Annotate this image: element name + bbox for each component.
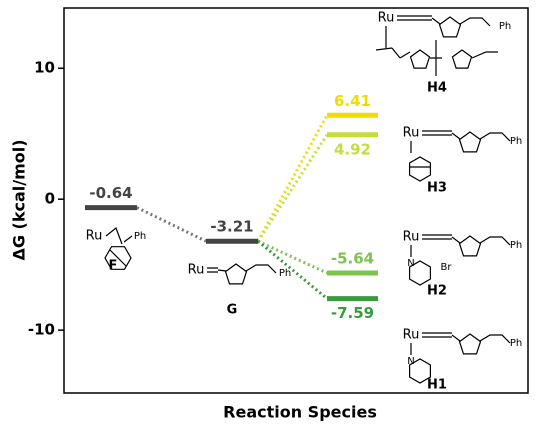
structure-text: Ru (403, 126, 420, 141)
structure-bond (438, 16, 462, 38)
structure-bond (217, 264, 277, 274)
structure-text: Ph (279, 268, 291, 279)
plot-frame (63, 7, 529, 394)
structure-bond (375, 47, 411, 59)
y-tick-label: 0 (45, 190, 55, 208)
value-label: -5.64 (331, 250, 374, 268)
connector (256, 114, 329, 242)
value-label: -3.21 (210, 218, 253, 236)
structure-bond (397, 15, 432, 21)
species-label: H3 (427, 181, 447, 196)
structure-bond (409, 156, 431, 182)
structure-bond (224, 263, 248, 285)
structure-bond (409, 358, 431, 384)
structure-bond (458, 131, 482, 153)
value-label: -7.59 (331, 304, 374, 322)
structure-text: Ru (378, 11, 395, 26)
structure-text: Ru (188, 263, 205, 278)
structure-bond (409, 49, 431, 69)
structure-bond (105, 227, 133, 245)
connector (256, 133, 329, 243)
structure-text: N (407, 356, 414, 367)
connector (136, 206, 207, 243)
species-label: H4 (427, 81, 447, 96)
structure-text: Ph (499, 21, 511, 32)
structure-bond (471, 51, 498, 59)
y-tick-label: -10 (28, 321, 55, 339)
structure-bond (422, 332, 452, 338)
value-label: -0.64 (89, 184, 132, 202)
y-axis-title: ΔG (kcal/mol) (10, 139, 29, 260)
structure-bond (451, 132, 511, 142)
connector (257, 239, 328, 275)
structure-bond (422, 130, 452, 136)
structure-bond (409, 260, 431, 286)
structure-bond (109, 249, 127, 267)
species-label: H2 (427, 284, 447, 299)
structure-bond (451, 334, 511, 344)
structure-bond (207, 267, 218, 273)
species-label: F (109, 259, 118, 274)
value-label: 6.41 (334, 92, 371, 110)
structure-bond (430, 40, 442, 76)
structure-bond (458, 235, 482, 257)
structure-text: Ph (510, 240, 522, 251)
value-label: 4.92 (334, 140, 371, 158)
structure-text: Ph (510, 136, 522, 147)
structure-text: N (407, 258, 414, 269)
species-label: H1 (427, 378, 447, 393)
structure-bond (422, 234, 452, 240)
structure-text: Ru (86, 229, 103, 244)
x-axis-title: Reaction Species (223, 403, 377, 422)
structure-text: Ru (403, 328, 420, 343)
structure-bond (104, 246, 132, 270)
species-label: G (227, 303, 238, 318)
structure-bond (431, 17, 491, 27)
structure-text: Ph (510, 338, 522, 349)
structure-bond (451, 49, 473, 69)
y-tick-label: 10 (34, 59, 55, 77)
structure-text: Br (441, 262, 453, 273)
structure-text: Ph (134, 231, 146, 242)
structure-text: Ru (403, 230, 420, 245)
structure-bond (451, 236, 511, 246)
structure-bond (458, 333, 482, 355)
